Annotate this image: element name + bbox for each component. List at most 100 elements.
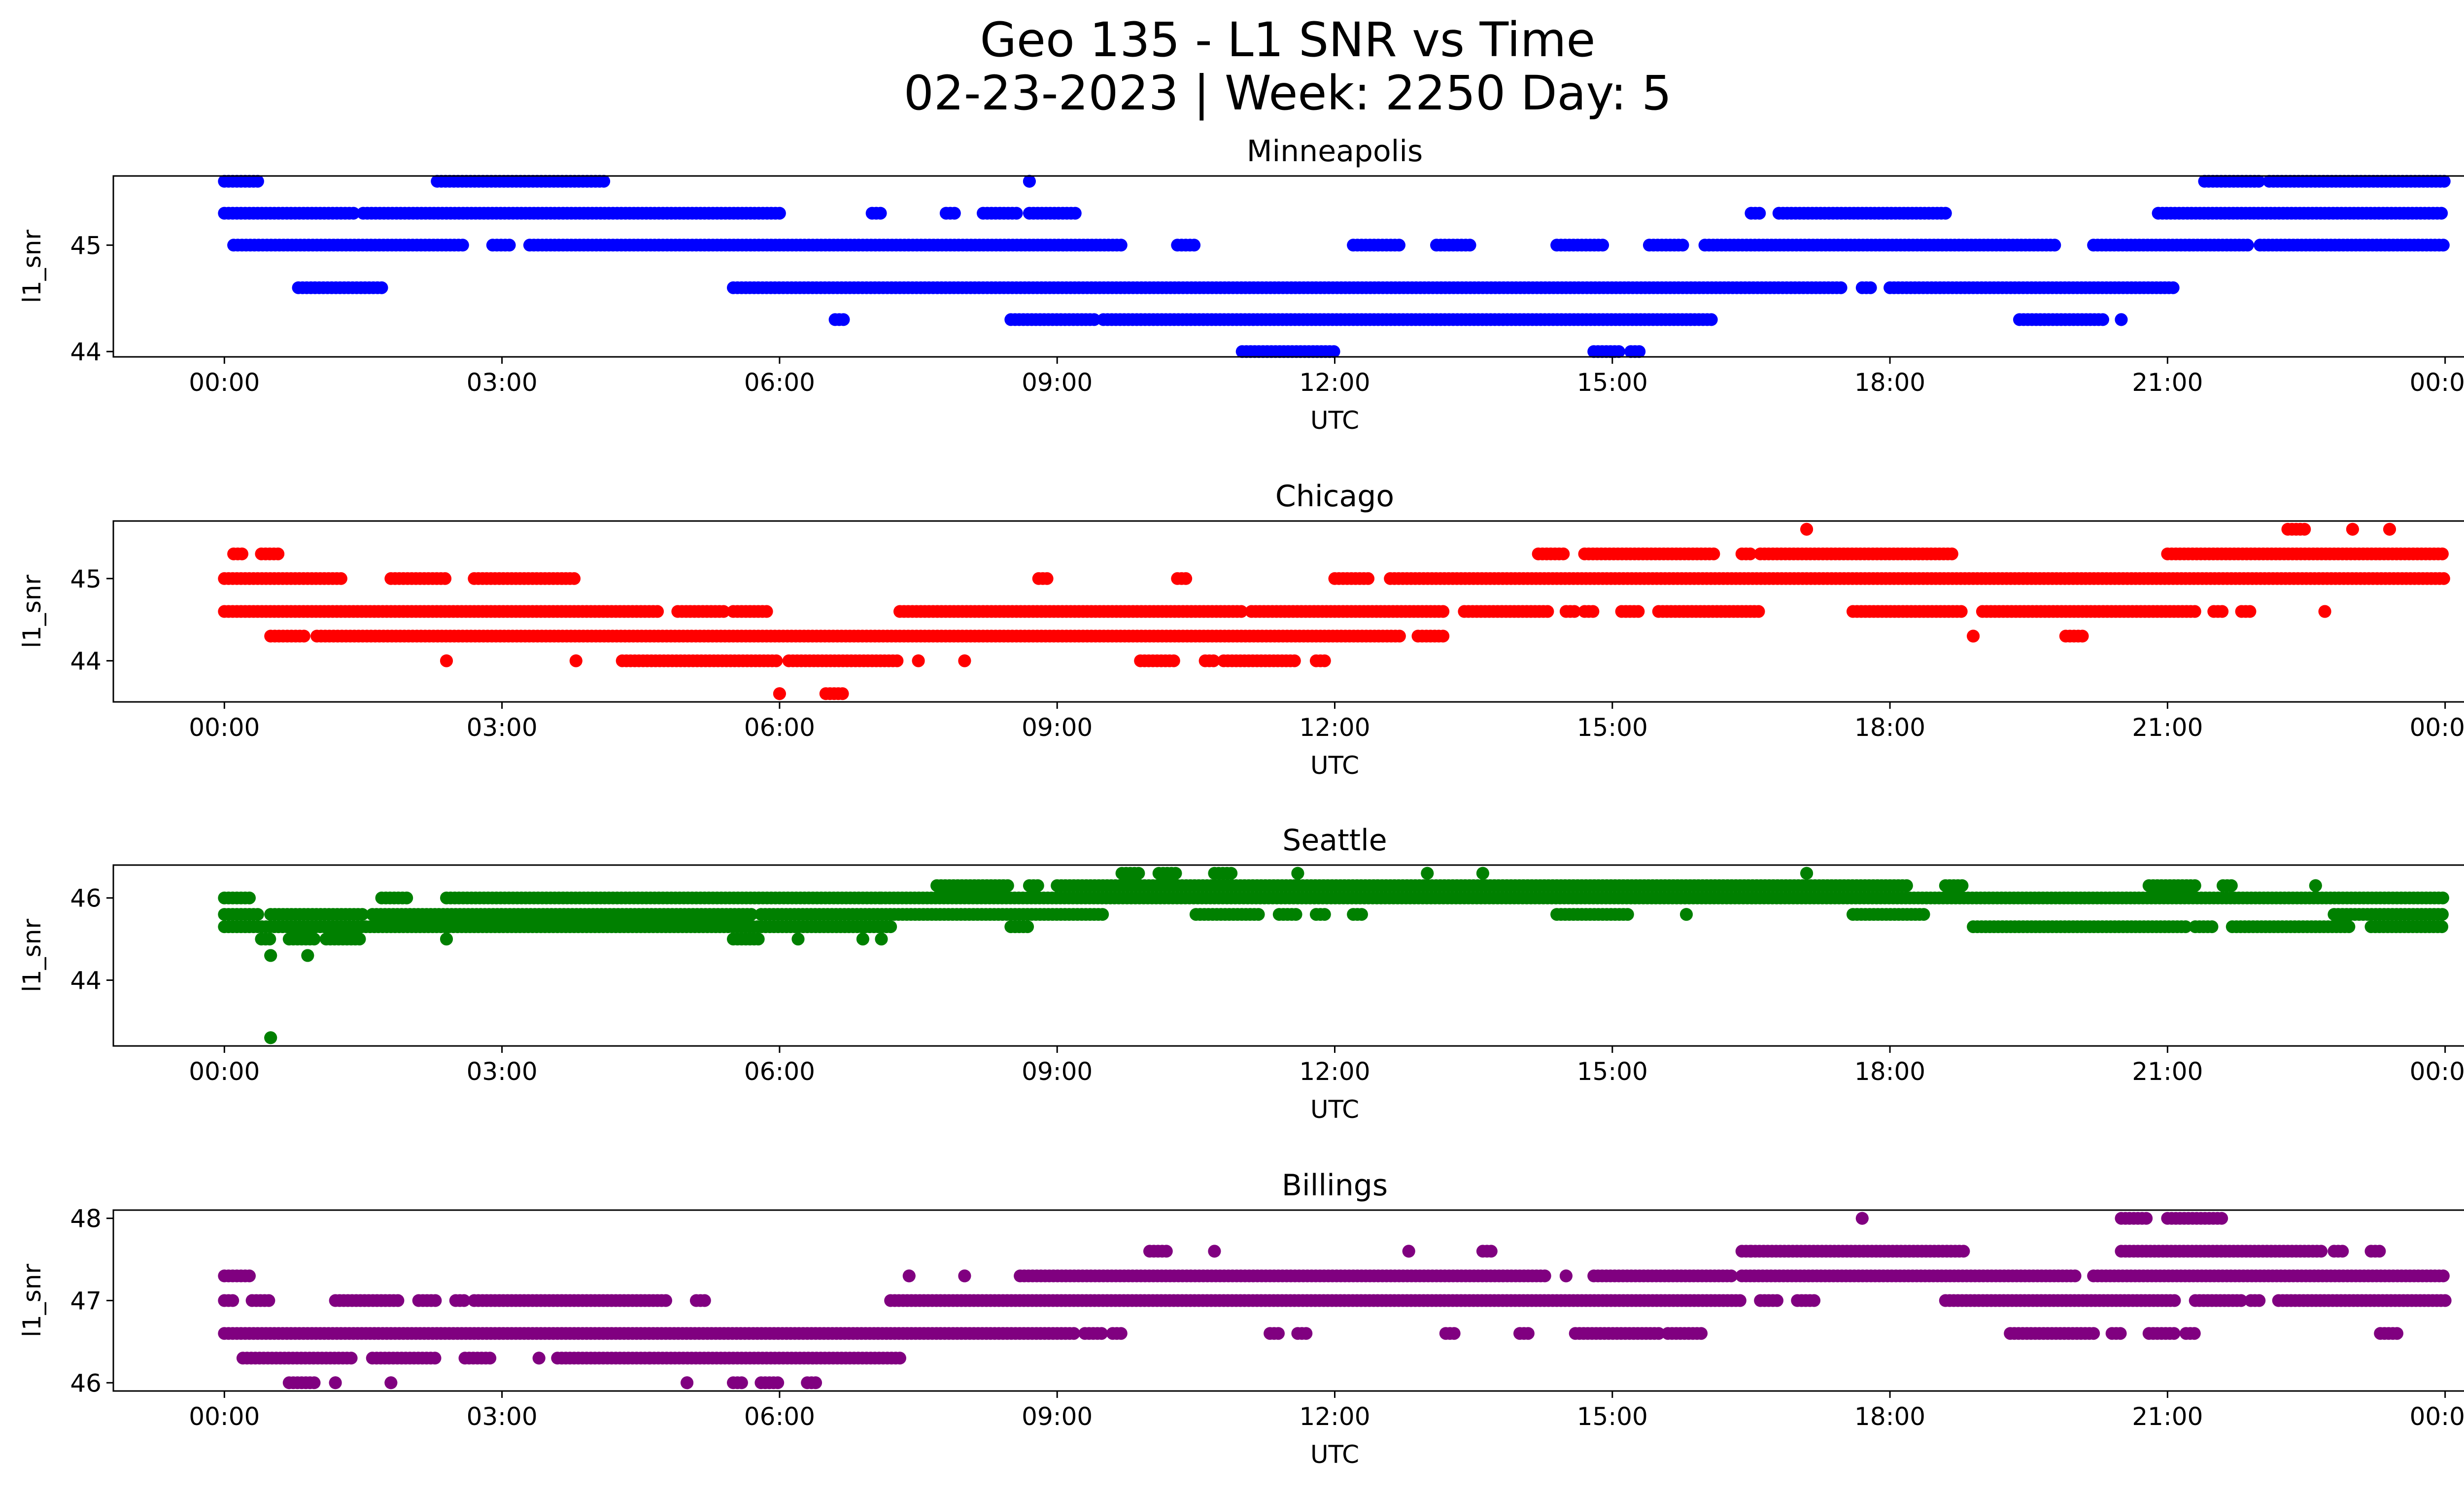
data-point bbox=[1541, 605, 1554, 618]
data-point bbox=[1300, 1327, 1313, 1340]
data-point bbox=[1040, 572, 1054, 585]
x-tick-label: 21:00 bbox=[2132, 368, 2203, 397]
data-point bbox=[2309, 879, 2322, 892]
data-point bbox=[236, 547, 248, 560]
x-tick-label: 06:00 bbox=[744, 368, 815, 397]
data-point bbox=[2391, 1327, 2403, 1340]
data-point bbox=[884, 920, 897, 934]
data-point bbox=[1900, 879, 1913, 892]
data-point bbox=[1568, 605, 1581, 618]
data-point bbox=[1557, 547, 1570, 560]
x-tick-label: 03:00 bbox=[467, 713, 538, 742]
data-point bbox=[836, 687, 849, 700]
data-point bbox=[1463, 239, 1476, 252]
data-point bbox=[770, 654, 783, 667]
data-point bbox=[1010, 207, 1023, 220]
x-tick-label: 09:00 bbox=[1022, 1057, 1093, 1086]
data-point bbox=[1421, 867, 1434, 880]
panel-title: Seattle bbox=[1282, 823, 1387, 858]
x-axis-label: UTC bbox=[1310, 1095, 1359, 1124]
data-point bbox=[1621, 908, 1634, 921]
data-point bbox=[1437, 629, 1450, 643]
data-point bbox=[1355, 908, 1368, 921]
data-point bbox=[251, 908, 264, 921]
data-point bbox=[1207, 654, 1220, 667]
data-point bbox=[1771, 1294, 1783, 1307]
data-point bbox=[875, 933, 888, 946]
data-point bbox=[890, 654, 904, 667]
data-points bbox=[218, 867, 2449, 1044]
data-point bbox=[2224, 879, 2238, 892]
figure-title-line2: 02-23-2023 | Week: 2250 Day: 5 bbox=[903, 66, 1672, 121]
data-points bbox=[218, 174, 2451, 358]
data-point bbox=[1234, 605, 1248, 618]
data-point bbox=[2252, 174, 2265, 188]
data-point bbox=[2243, 605, 2257, 618]
data-point bbox=[2216, 605, 2229, 618]
data-point bbox=[1939, 207, 1952, 220]
data-points bbox=[218, 522, 2450, 700]
data-point bbox=[698, 1294, 711, 1307]
data-point bbox=[1633, 345, 1646, 358]
data-point bbox=[2076, 629, 2089, 643]
data-point bbox=[2241, 239, 2254, 252]
x-tick-label: 15:00 bbox=[1577, 713, 1648, 742]
data-point bbox=[1096, 908, 1109, 921]
data-point bbox=[439, 572, 452, 585]
data-point bbox=[1132, 867, 1145, 880]
y-tick-label: 44 bbox=[70, 647, 102, 676]
data-point bbox=[2318, 605, 2331, 618]
y-axis-label: l1_snr bbox=[18, 230, 46, 303]
data-point bbox=[893, 1352, 906, 1365]
data-point bbox=[2167, 1327, 2181, 1340]
data-point bbox=[1167, 654, 1180, 667]
x-tick-label: 15:00 bbox=[1577, 368, 1648, 397]
data-point bbox=[1114, 1327, 1128, 1340]
data-point bbox=[717, 605, 730, 618]
data-point bbox=[384, 1376, 398, 1390]
data-point bbox=[503, 239, 516, 252]
y-axis-label: l1_snr bbox=[18, 575, 46, 648]
x-tick-label: 12:00 bbox=[1299, 368, 1370, 397]
data-point bbox=[2087, 1327, 2100, 1340]
data-point bbox=[1586, 605, 1600, 618]
data-point bbox=[745, 908, 758, 921]
data-point bbox=[1291, 867, 1304, 880]
x-tick-label: 03:00 bbox=[467, 368, 538, 397]
data-point bbox=[2436, 891, 2449, 904]
data-point bbox=[1752, 605, 1765, 618]
data-point bbox=[2115, 313, 2128, 326]
data-point bbox=[2436, 239, 2450, 252]
data-point bbox=[752, 933, 765, 946]
data-point bbox=[651, 605, 664, 618]
data-point bbox=[1288, 654, 1301, 667]
data-point bbox=[1289, 908, 1302, 921]
data-point bbox=[874, 207, 887, 220]
data-point bbox=[308, 933, 321, 946]
data-point bbox=[1800, 522, 1814, 536]
data-point bbox=[264, 1031, 277, 1044]
data-point bbox=[344, 1352, 358, 1365]
data-point bbox=[1095, 1327, 1108, 1340]
data-points bbox=[218, 1212, 2452, 1390]
data-point bbox=[1067, 1327, 1080, 1340]
data-point bbox=[1169, 867, 1182, 880]
data-point bbox=[568, 572, 581, 585]
data-point bbox=[1705, 313, 1718, 326]
data-point bbox=[428, 1352, 442, 1365]
data-point bbox=[1023, 174, 1036, 188]
y-axis-label: l1_snr bbox=[18, 919, 46, 992]
data-point bbox=[837, 313, 850, 326]
data-point bbox=[1114, 239, 1128, 252]
data-point bbox=[1864, 281, 1877, 294]
x-tick-label: 12:00 bbox=[1299, 1057, 1370, 1086]
data-point bbox=[2188, 879, 2201, 892]
x-tick-label: 09:00 bbox=[1022, 713, 1093, 742]
data-point bbox=[2436, 908, 2449, 921]
data-point bbox=[2205, 920, 2219, 934]
panel-title: Chicago bbox=[1275, 479, 1394, 514]
x-tick-label: 12:00 bbox=[1299, 713, 1370, 742]
data-point bbox=[2437, 174, 2451, 188]
data-point bbox=[1179, 572, 1193, 585]
data-point bbox=[856, 933, 869, 946]
